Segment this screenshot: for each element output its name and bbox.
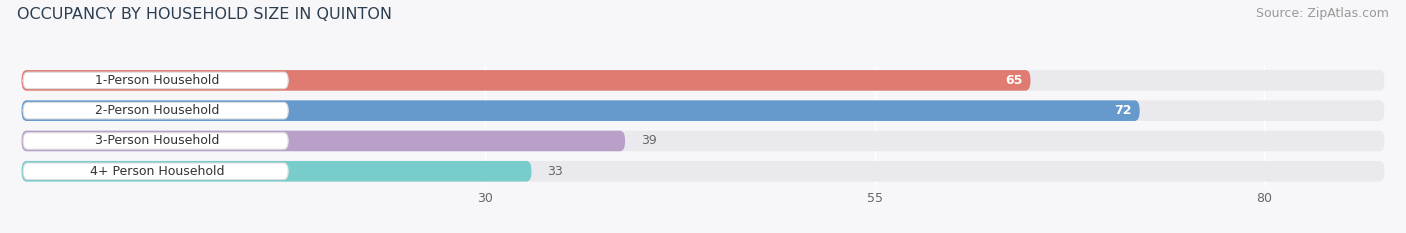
Text: 4+ Person Household: 4+ Person Household (90, 165, 225, 178)
FancyBboxPatch shape (21, 161, 531, 182)
Text: 3-Person Household: 3-Person Household (96, 134, 219, 147)
FancyBboxPatch shape (21, 70, 1385, 91)
FancyBboxPatch shape (22, 103, 288, 119)
FancyBboxPatch shape (22, 72, 288, 89)
FancyBboxPatch shape (21, 161, 1385, 182)
FancyBboxPatch shape (21, 70, 1031, 91)
FancyBboxPatch shape (21, 131, 626, 151)
Text: 72: 72 (1115, 104, 1132, 117)
FancyBboxPatch shape (21, 100, 1140, 121)
Text: 65: 65 (1005, 74, 1022, 87)
FancyBboxPatch shape (22, 163, 288, 179)
Text: 2-Person Household: 2-Person Household (96, 104, 219, 117)
Text: Source: ZipAtlas.com: Source: ZipAtlas.com (1256, 7, 1389, 20)
FancyBboxPatch shape (22, 133, 288, 149)
Text: 33: 33 (547, 165, 562, 178)
FancyBboxPatch shape (21, 131, 1385, 151)
FancyBboxPatch shape (21, 100, 1385, 121)
Text: 39: 39 (641, 134, 657, 147)
Text: OCCUPANCY BY HOUSEHOLD SIZE IN QUINTON: OCCUPANCY BY HOUSEHOLD SIZE IN QUINTON (17, 7, 392, 22)
Text: 1-Person Household: 1-Person Household (96, 74, 219, 87)
